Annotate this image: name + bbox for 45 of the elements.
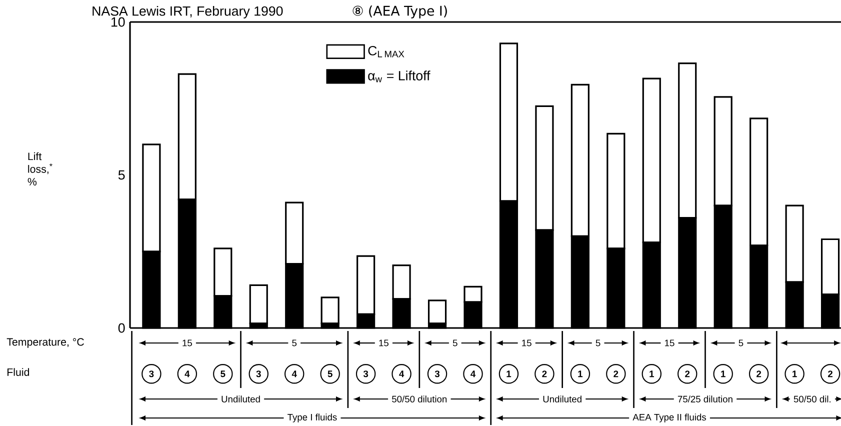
text: 5 — [292, 340, 297, 346]
x-tick-label: 3 — [363, 370, 368, 378]
x-tick-label: 2 — [542, 370, 547, 378]
text: Temperature, °C — [6, 338, 84, 348]
x-tick-label: 2 — [685, 370, 690, 378]
x-tick-label: 5 — [328, 370, 332, 378]
x-tick-label: 1 — [578, 370, 583, 378]
text: 15 — [665, 340, 674, 346]
x-tick-label: 4 — [184, 370, 190, 378]
text: Undiluted — [543, 396, 582, 402]
text: Type I fluids — [288, 414, 337, 422]
legend-label: α$_{w}$ = Liftoff — [368, 70, 430, 82]
text: 5 — [738, 340, 744, 346]
text: 15 — [182, 340, 192, 346]
text: 75/25 dilution — [678, 396, 732, 402]
x-tick-label: 2 — [614, 370, 618, 378]
text: 50/50 dil. — [794, 396, 830, 402]
x-tick-label: 3 — [149, 370, 154, 378]
text: 15 — [379, 340, 388, 346]
text: Lift loss,$^{*}$ % — [28, 152, 52, 186]
y-tick-label: 0 — [118, 323, 125, 333]
x-tick-label: 1 — [721, 370, 726, 378]
x-tick-label: 4 — [470, 370, 476, 378]
text: 5 — [596, 340, 600, 346]
x-tick-label: 1 — [650, 370, 654, 378]
x-tick-label: 4 — [292, 370, 297, 378]
text: Fluid — [7, 368, 30, 376]
y-tick-label: 10 — [111, 17, 125, 27]
x-tick-label: 4 — [399, 370, 404, 378]
legend-label: $\mathrm{C}_{\mathrm{L\,MAX}}$ — [368, 46, 404, 58]
x-tick-label: 1 — [792, 370, 797, 378]
text: 5 — [452, 340, 458, 346]
y-tick-label: 5 — [118, 170, 125, 180]
text: Undiluted — [222, 396, 260, 402]
text: ⑧ (AEA Type I) — [352, 6, 447, 18]
text: 50/50 dilution — [392, 396, 447, 402]
x-tick-label: 1 — [506, 370, 512, 378]
text: 15 — [522, 340, 532, 346]
x-tick-label: 2 — [828, 370, 832, 378]
text: AEA Type II fluids — [632, 414, 706, 422]
x-tick-label: 5 — [220, 370, 226, 378]
chart-title: NASA Lewis IRT, February 1990 — [92, 6, 283, 18]
x-tick-label: 3 — [434, 370, 440, 378]
x-tick-label: 3 — [256, 370, 261, 378]
x-tick-label: 2 — [756, 370, 762, 378]
